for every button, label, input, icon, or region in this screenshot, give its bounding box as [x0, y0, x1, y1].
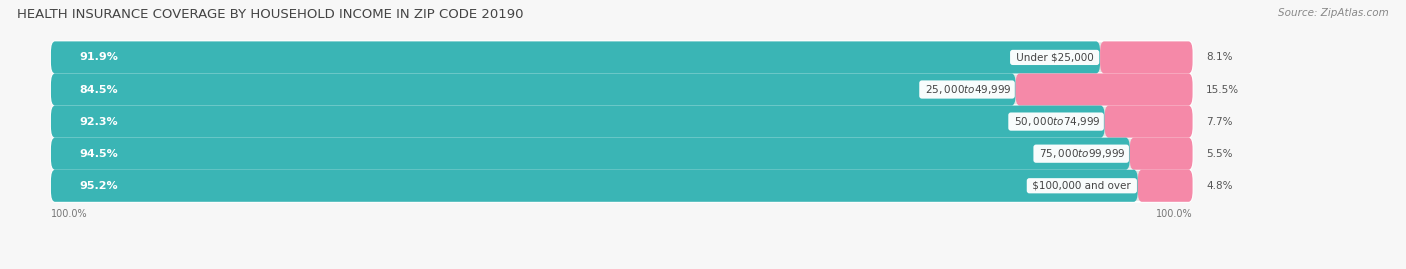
- FancyBboxPatch shape: [1099, 41, 1192, 73]
- Text: 15.5%: 15.5%: [1206, 84, 1240, 94]
- FancyBboxPatch shape: [51, 138, 1130, 170]
- Text: $75,000 to $99,999: $75,000 to $99,999: [1036, 147, 1126, 160]
- Text: 7.7%: 7.7%: [1206, 116, 1233, 127]
- FancyBboxPatch shape: [1105, 105, 1192, 138]
- Text: 100.0%: 100.0%: [51, 209, 87, 219]
- FancyBboxPatch shape: [51, 105, 1192, 138]
- Text: $100,000 and over: $100,000 and over: [1029, 181, 1135, 191]
- FancyBboxPatch shape: [51, 170, 1192, 202]
- Text: 5.5%: 5.5%: [1206, 149, 1233, 159]
- Text: 91.9%: 91.9%: [80, 52, 118, 62]
- FancyBboxPatch shape: [1130, 138, 1192, 170]
- Text: 95.2%: 95.2%: [80, 181, 118, 191]
- FancyBboxPatch shape: [1015, 73, 1192, 105]
- FancyBboxPatch shape: [51, 105, 1105, 138]
- FancyBboxPatch shape: [51, 73, 1015, 105]
- Text: $25,000 to $49,999: $25,000 to $49,999: [922, 83, 1012, 96]
- FancyBboxPatch shape: [51, 170, 1137, 202]
- FancyBboxPatch shape: [51, 138, 1192, 170]
- Text: 100.0%: 100.0%: [1156, 209, 1192, 219]
- Text: Source: ZipAtlas.com: Source: ZipAtlas.com: [1278, 8, 1389, 18]
- FancyBboxPatch shape: [1137, 170, 1192, 202]
- Text: HEALTH INSURANCE COVERAGE BY HOUSEHOLD INCOME IN ZIP CODE 20190: HEALTH INSURANCE COVERAGE BY HOUSEHOLD I…: [17, 8, 523, 21]
- Text: 84.5%: 84.5%: [80, 84, 118, 94]
- Text: $50,000 to $74,999: $50,000 to $74,999: [1011, 115, 1101, 128]
- Text: 4.8%: 4.8%: [1206, 181, 1233, 191]
- FancyBboxPatch shape: [51, 41, 1192, 73]
- Text: 8.1%: 8.1%: [1206, 52, 1233, 62]
- Text: 94.5%: 94.5%: [80, 149, 118, 159]
- FancyBboxPatch shape: [51, 41, 1099, 73]
- FancyBboxPatch shape: [51, 73, 1192, 105]
- Text: Under $25,000: Under $25,000: [1012, 52, 1097, 62]
- Text: 92.3%: 92.3%: [80, 116, 118, 127]
